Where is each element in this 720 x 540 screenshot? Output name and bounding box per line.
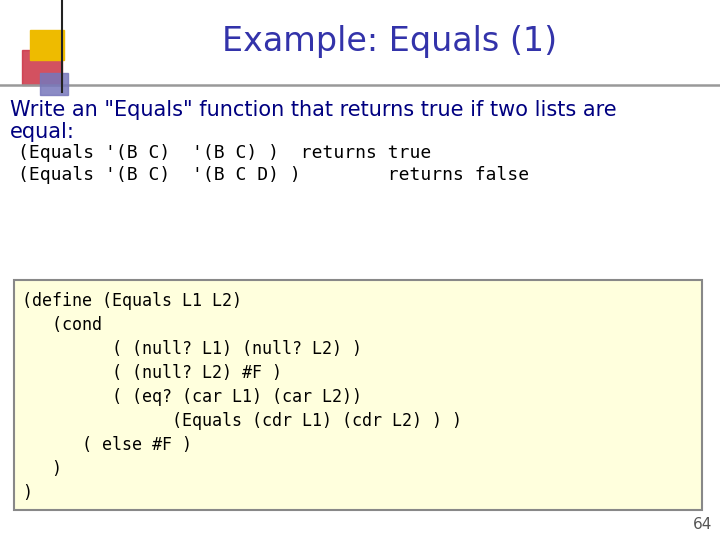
Text: ( (eq? (car L1) (car L2)): ( (eq? (car L1) (car L2)) bbox=[22, 388, 362, 406]
Text: ( (null? L2) #F ): ( (null? L2) #F ) bbox=[22, 364, 282, 382]
Text: (Equals '(B C)  '(B C) )  returns true: (Equals '(B C) '(B C) ) returns true bbox=[18, 144, 431, 162]
Text: ): ) bbox=[22, 460, 62, 478]
Text: ( else #F ): ( else #F ) bbox=[22, 436, 192, 454]
Text: equal:: equal: bbox=[10, 122, 75, 142]
Text: (Equals '(B C)  '(B C D) )        returns false: (Equals '(B C) '(B C D) ) returns false bbox=[18, 166, 529, 184]
Text: (Equals (cdr L1) (cdr L2) ) ): (Equals (cdr L1) (cdr L2) ) ) bbox=[22, 412, 462, 430]
Text: ( (null? L1) (null? L2) ): ( (null? L1) (null? L2) ) bbox=[22, 340, 362, 358]
Text: ): ) bbox=[22, 484, 32, 502]
Text: (define (Equals L1 L2): (define (Equals L1 L2) bbox=[22, 292, 242, 310]
Text: Example: Equals (1): Example: Equals (1) bbox=[222, 25, 557, 58]
FancyBboxPatch shape bbox=[14, 280, 702, 510]
Text: Write an "Equals" function that returns true if two lists are: Write an "Equals" function that returns … bbox=[10, 100, 616, 120]
Text: 64: 64 bbox=[693, 517, 712, 532]
Bar bbox=[40, 73, 68, 95]
Bar bbox=[22, 50, 62, 85]
Bar bbox=[30, 30, 64, 60]
Text: (cond: (cond bbox=[22, 316, 102, 334]
